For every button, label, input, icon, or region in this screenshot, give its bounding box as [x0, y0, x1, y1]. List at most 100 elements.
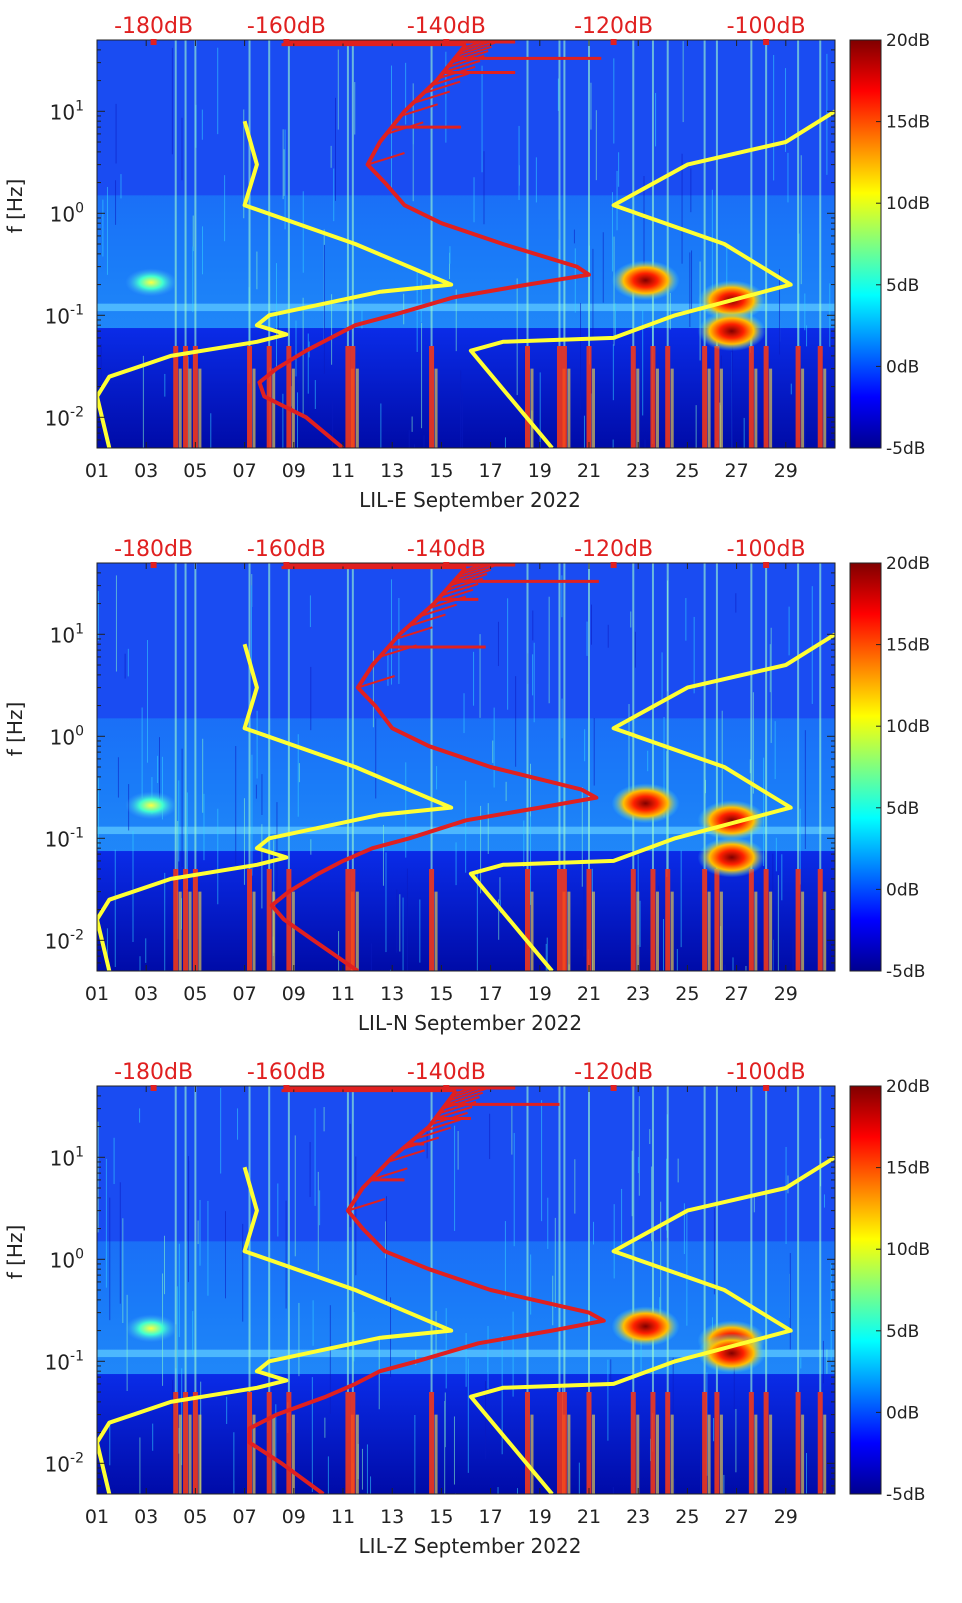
transient-event [247, 869, 253, 971]
y-tick-label: 101 [50, 98, 84, 124]
psd-spike [435, 588, 474, 603]
transient-event [173, 346, 179, 448]
transient-event-tail [636, 368, 640, 448]
transient-event [763, 346, 769, 448]
colorbar-label: 10dB [886, 1240, 930, 1260]
transient-event-tail [801, 368, 805, 448]
colorbar-gradient [849, 562, 882, 972]
psd-spike [422, 80, 461, 95]
transient-event-upper [715, 40, 718, 346]
y-tick-exponent: -2 [70, 927, 84, 943]
transient-event [748, 869, 754, 971]
energy-hotspot [125, 791, 178, 820]
transient-event-upper [651, 40, 654, 346]
y-tick-exponent: 0 [75, 723, 84, 739]
top-db-label: -120dB [574, 537, 653, 562]
top-db-label: -180dB [114, 1060, 193, 1085]
x-tick-label: 23 [626, 1506, 650, 1528]
x-tick-label: 17 [479, 1506, 503, 1528]
x-tick-label: 07 [233, 983, 257, 1005]
transient-event-upper [184, 1086, 187, 1392]
transient-event [630, 346, 636, 448]
transient-event-tail [769, 891, 773, 971]
y-tick-label: 10-2 [45, 927, 84, 953]
psd-spike [423, 1118, 461, 1133]
transient-event-tail [434, 1414, 438, 1494]
transient-event-tail [198, 368, 202, 448]
psd-spike [434, 1105, 473, 1120]
y-tick-base: 10 [45, 406, 70, 430]
noise-model-low-line [97, 1166, 454, 1494]
transient-event-upper [430, 40, 433, 346]
transient-event [429, 1392, 435, 1494]
transient-event [714, 1392, 720, 1494]
psd-curve-line [269, 566, 599, 971]
y-tick-exponent: 0 [75, 200, 84, 216]
psd-spike [428, 595, 466, 610]
x-tick-label: 05 [183, 460, 207, 482]
psd-spike [449, 573, 488, 587]
energy-hotspot [611, 1306, 680, 1347]
x-axis: 01 03 05 07 09 11 13 15 17 19 21 23 25 27 29 LIL-N Sept… [85, 563, 798, 1035]
transient-event [192, 346, 198, 448]
transient-event-upper [765, 40, 768, 346]
transient-event-tail [355, 1414, 359, 1494]
colorbar-label: 5dB [886, 1322, 919, 1342]
psd-spike [457, 41, 496, 56]
transient-event-upper [351, 1086, 354, 1392]
y-tick-base: 10 [45, 827, 70, 851]
transient-event-tail [567, 368, 571, 448]
transient-event [525, 1392, 530, 1494]
transient-event-upper [194, 1086, 197, 1392]
psd-spike [357, 675, 395, 689]
transient-event [795, 1392, 801, 1494]
colorbar-label: 15dB [886, 113, 930, 133]
transient-event-tail [670, 1414, 674, 1494]
transient-event-upper [819, 1086, 822, 1392]
transient-event-tail [823, 368, 827, 448]
colorbar-label: 15dB [886, 1159, 930, 1179]
transient-event-tail [252, 368, 256, 448]
transient-event-tail [530, 891, 534, 971]
top-db-label: -160dB [247, 14, 326, 39]
y-axis-label: f [Hz] [3, 1225, 27, 1280]
x-tick-label: 27 [725, 1506, 749, 1528]
x-tick-label: 19 [528, 1506, 552, 1528]
y-tick-label: 10-1 [45, 302, 84, 328]
transient-event-tail [670, 368, 674, 448]
transient-event-tail [655, 368, 659, 448]
transient-event-tail [355, 368, 359, 448]
colorbar-label: -5dB [886, 1485, 925, 1505]
transient-event-tail [178, 1414, 182, 1494]
noise-model-high-line [468, 109, 835, 448]
psd-curve-line [257, 43, 591, 448]
energy-hotspots [125, 260, 766, 352]
transient-event [748, 1392, 754, 1494]
transient-event [173, 869, 179, 971]
x-tick-label: 27 [725, 460, 749, 482]
x-tick-label: 25 [675, 1506, 699, 1528]
transient-event-tail [592, 1414, 595, 1494]
transient-event-upper [563, 1086, 566, 1392]
psd-spikes [281, 1086, 560, 1212]
colorbar-label: 15dB [886, 636, 930, 656]
y-tick-label: 100 [50, 1246, 84, 1272]
x-tick-label: 17 [479, 460, 503, 482]
x-tick-label: 07 [233, 1506, 257, 1528]
psd-spike [412, 90, 451, 105]
transient-event-upper [558, 563, 561, 869]
transient-event [795, 869, 801, 971]
transient-event-tail [801, 891, 805, 971]
x-tick-label: 01 [85, 983, 109, 1005]
transient-event-upper [588, 1086, 590, 1392]
y-tick-exponent: -1 [70, 1348, 84, 1364]
transient-event [266, 1392, 272, 1494]
x-tick-label: 09 [282, 983, 306, 1005]
energy-hotspot [611, 783, 680, 824]
x-tick-label: 23 [626, 983, 650, 1005]
transient-event-tail [707, 368, 711, 448]
transient-event-upper [797, 563, 800, 869]
top-db-tick [763, 39, 770, 45]
